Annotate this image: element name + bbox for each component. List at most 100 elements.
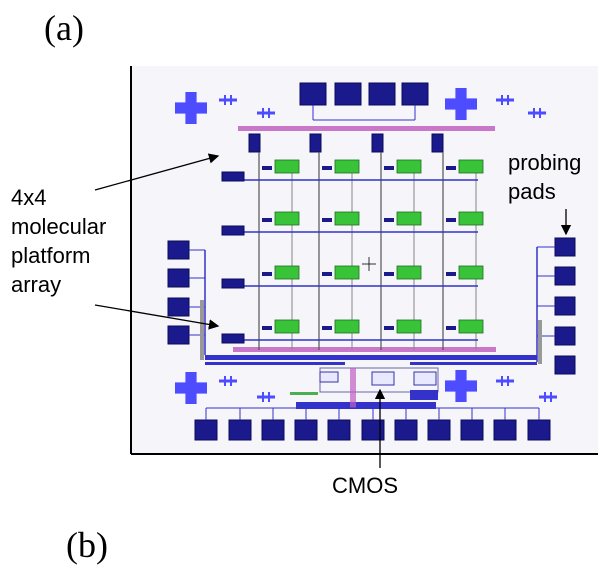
platform-contact [262,166,272,170]
row-pad [221,171,245,182]
right-probing-pad [554,266,576,286]
platform-contact [384,166,394,170]
row-pad [221,225,245,236]
bottom-pad [527,419,551,441]
bottom-pad [427,419,451,441]
alignment-mark [262,392,264,402]
ground-strap [200,300,204,360]
platform-contact [446,166,456,170]
main-interconnect [205,362,345,365]
column-pad [309,133,322,153]
left-probing-pad [167,325,190,345]
platform-contact [384,272,394,276]
molecular-platform [334,211,360,226]
platform-contact [322,166,332,170]
bottom-pad [194,419,218,441]
right-probing-pad [554,326,576,346]
cmos-cell [413,371,437,386]
alignment-mark [262,108,264,118]
bottom-pad [394,419,418,441]
cmos-bus [296,402,436,409]
bottom-pad [261,419,285,441]
molecular-platform [334,319,360,334]
molecular-platform [274,265,300,280]
alignment-mark [219,98,237,102]
molecular-platform [396,159,422,174]
molecular-platform [274,319,300,334]
cmos-cell [319,371,339,383]
alignment-mark [496,98,514,102]
alignment-mark [501,95,503,105]
array-arrow-upper [94,153,220,191]
cmos-resistor [290,392,318,395]
alignment-mark [230,95,232,105]
molecular-platform [274,211,300,226]
alignment-mark [539,395,557,399]
top-bus [238,126,495,131]
panel-b-label: (b) [66,525,108,565]
row-pad [221,278,245,289]
alignment-mark [533,108,535,118]
alignment-mark [219,379,237,383]
platform-contact [262,272,272,276]
ground-strap [538,320,542,364]
alignment-mark [544,392,546,402]
main-interconnect [410,362,537,365]
layout-background [132,66,598,453]
main-interconnect [205,355,537,360]
bottom-pad [294,419,318,441]
alignment-mark [230,376,232,386]
bottom-pad [361,419,385,441]
array-callout: 4x4 molecular platform array [11,183,106,299]
platform-contact [446,218,456,222]
cmos-label: CMOS [332,473,398,498]
molecular-platform [458,265,484,280]
row-pad [221,333,245,344]
pads-callout-line-1: probing [508,150,582,175]
molecular-platform [396,265,422,280]
platform-contact [262,218,272,222]
molecular-platform [458,159,484,174]
alignment-mark [496,379,514,383]
top-pad [368,82,396,106]
alignment-cross-bottom-right [445,380,477,392]
panel-a-label: (a) [44,8,84,48]
pads-callout-line-2: pads [508,179,556,204]
left-probing-pad [167,268,190,288]
alignment-cross-bottom-left [175,382,207,394]
alignment-mark [257,111,275,115]
alignment-mark [224,95,226,105]
array-callout-line-1: 4x4 [11,185,47,210]
alignment-mark [268,392,270,402]
molecular-platform [334,159,360,174]
bottom-pad [327,419,351,441]
alignment-cross-top-right [445,98,477,110]
array-callout-line-2: molecular [11,214,107,239]
alignment-mark [539,108,541,118]
alignment-mark [507,95,509,105]
top-pad [401,82,429,106]
column-pad [248,133,261,153]
right-probing-pad [554,237,576,257]
right-probing-pad [554,355,576,375]
molecular-platform [458,319,484,334]
top-pad [299,82,327,106]
platform-contact [322,272,332,276]
pads-callout: probing pads [508,148,581,206]
bottom-bus [233,347,496,352]
cmos-strap [350,368,356,408]
platform-contact [446,272,456,276]
alignment-mark [528,111,546,115]
molecular-platform [396,211,422,226]
platform-contact [262,326,272,330]
platform-contact [322,326,332,330]
left-probing-pad [167,297,190,317]
array-callout-line-3: platform [11,243,91,268]
bottom-pad [228,419,252,441]
column-pad [371,133,384,153]
alignment-mark [268,108,270,118]
molecular-platform [458,211,484,226]
alignment-mark [224,376,226,386]
cmos-cell [371,371,395,386]
